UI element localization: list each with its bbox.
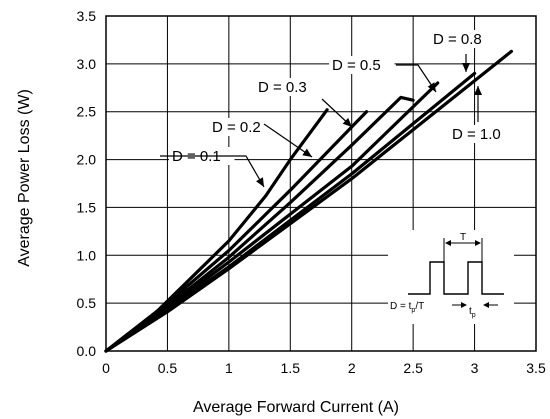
period-arrow-head-right — [475, 240, 481, 246]
x-tick-label: 1.5 — [281, 360, 301, 376]
x-tick-label: 3.5 — [526, 360, 546, 376]
duty-cycle-inset: T D = tp/T tp — [388, 230, 514, 324]
y-tick-label: 3.0 — [77, 56, 97, 72]
pulse-arrow-head-left — [461, 302, 467, 308]
series-leader-arrow — [302, 148, 312, 157]
series-line-1 — [104, 108, 329, 353]
series-label-bg — [449, 125, 515, 143]
x-tick-label: 0.5 — [158, 360, 178, 376]
series-leader-arrow — [342, 117, 352, 127]
series-label-bg — [209, 118, 275, 136]
period-label: T — [460, 232, 466, 243]
tick-labels: 0 0.5 1 1.5 2 2.5 3 3.5 0.0 0.5 1.0 1.5 2.0 2.5 3.0 3.5 — [77, 8, 546, 376]
series-label: D = 0.3 — [258, 79, 307, 96]
series-label-bg — [255, 78, 321, 96]
y-tick-label: 2.5 — [77, 104, 97, 120]
x-axis-label: Average Forward Current (A) — [193, 399, 399, 416]
y-tick-label: 2.0 — [77, 152, 97, 168]
pulse-waveform — [408, 261, 504, 295]
plot-frame — [105, 15, 537, 352]
pulse-arrow-head-right — [483, 302, 489, 308]
series-label: D = 0.2 — [212, 119, 261, 136]
pulse-width-label: tp — [469, 306, 476, 319]
series-line-6 — [104, 49, 513, 353]
series-leader-line — [263, 123, 313, 158]
series-leader-arrow — [474, 86, 482, 95]
series-label: D = 0.1 — [172, 148, 221, 165]
series-label-bg — [329, 56, 395, 74]
series-label-bg — [430, 30, 496, 48]
series-label: D = 0.8 — [433, 31, 482, 48]
y-tick-label: 0.0 — [77, 343, 97, 359]
x-tick-label: 0 — [102, 360, 110, 376]
period-arrow-head-left — [445, 240, 451, 246]
series-leader-arrow — [462, 63, 470, 72]
series-labels: D = 0.1 D = 0.2 D = 0.3 D = 0.5 D = 0.8 D = 1… — [160, 30, 515, 188]
x-tick-label: 3 — [471, 360, 479, 376]
series-label: D = 0.5 — [332, 57, 381, 74]
y-tick-label: 1.0 — [77, 247, 97, 263]
y-tick-label: 1.5 — [77, 199, 97, 215]
series-leader-line — [160, 155, 265, 188]
series-label: D = 1.0 — [452, 126, 501, 143]
y-tick-label: 3.5 — [77, 8, 97, 24]
x-tick-label: 1 — [225, 360, 233, 376]
series-leader-line — [396, 64, 437, 93]
curves — [104, 49, 513, 353]
duty-formula: D = tp/T — [390, 301, 424, 314]
series-leader-arrow — [256, 177, 264, 187]
y-axis-label: Average Power Loss (W) — [16, 89, 33, 267]
y-tick-label: 0.5 — [77, 295, 97, 311]
series-leader-arrow — [427, 82, 436, 92]
x-tick-label: 2.5 — [403, 360, 423, 376]
x-tick-label: 2 — [348, 360, 356, 376]
